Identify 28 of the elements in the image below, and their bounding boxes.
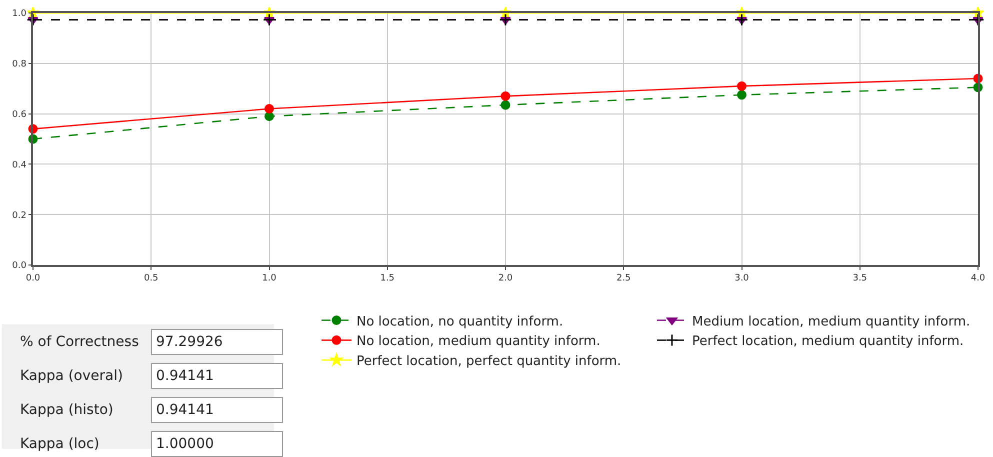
x-tick-label: 4.0 bbox=[970, 274, 986, 284]
x-tick-label: 3.0 bbox=[734, 274, 750, 284]
x-tick-label: 2.5 bbox=[616, 274, 631, 284]
text: Kappa (loc) bbox=[20, 436, 100, 452]
y-tick-label: 1.0 bbox=[12, 9, 27, 20]
y-tick-label: 0.6 bbox=[12, 110, 27, 120]
text: % of Correctness bbox=[20, 334, 139, 350]
y-tick-label: 0.4 bbox=[12, 160, 27, 170]
legend-label: No location, no quantity inform. bbox=[356, 314, 564, 330]
x-tick-label: 3.5 bbox=[852, 274, 868, 284]
legend-label: No location, medium quantity inform. bbox=[356, 334, 600, 350]
text: 0.94141 bbox=[156, 402, 214, 418]
y-tick-label: 0.8 bbox=[12, 60, 27, 70]
text: Kappa (histo) bbox=[20, 402, 114, 418]
legend-label: Perfect location, medium quantity inform. bbox=[692, 334, 964, 350]
y-tick-label: 0.0 bbox=[12, 261, 27, 272]
legend-label: Medium location, medium quantity inform. bbox=[692, 314, 970, 330]
x-tick-label: 1.5 bbox=[380, 274, 395, 284]
text: Kappa (overal) bbox=[20, 368, 123, 384]
y-tick-label: 0.2 bbox=[12, 210, 26, 221]
x-tick-label: 0.5 bbox=[144, 274, 158, 284]
text: 0.94141 bbox=[156, 368, 214, 384]
x-tick-label: 1.0 bbox=[262, 274, 277, 284]
x-tick-label: 2.0 bbox=[498, 274, 513, 284]
x-tick-label: 0.0 bbox=[26, 274, 40, 284]
legend-label: Perfect location, perfect quantity inform. bbox=[356, 354, 622, 370]
text: 97.29926 bbox=[156, 334, 223, 350]
text: 1.00000 bbox=[156, 436, 214, 452]
